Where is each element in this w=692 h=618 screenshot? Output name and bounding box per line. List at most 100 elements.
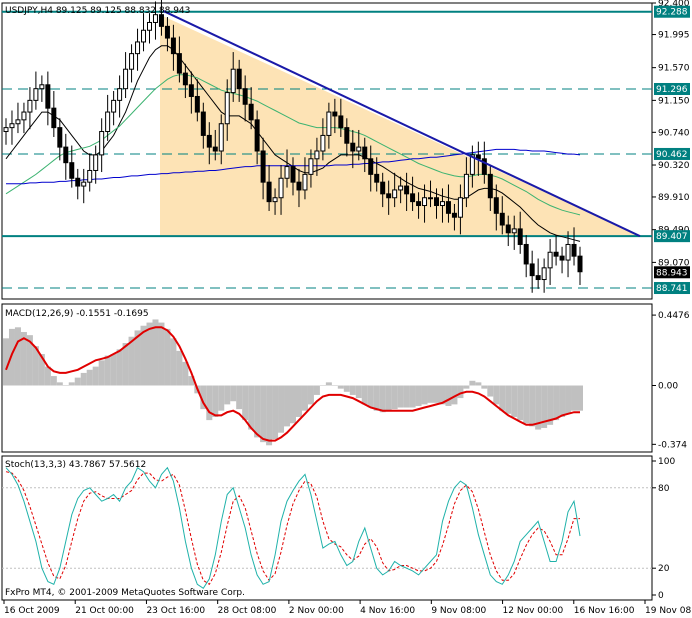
macd-bar	[170, 338, 177, 386]
time-axis: 16 Oct 2009 21 Oct 00:00 23 Oct 16:00 28 Oc…	[3, 600, 692, 616]
price-label-level_88741: 88.741	[656, 284, 688, 294]
time-tick-label: 19 Nov 08:00	[645, 606, 692, 616]
price-label-box	[654, 266, 690, 279]
candle	[176, 36, 182, 83]
candle	[81, 168, 87, 204]
candle	[164, 17, 170, 52]
candle	[571, 227, 577, 266]
candle-body-up	[218, 123, 224, 152]
candle-body-down	[75, 177, 81, 187]
candle	[158, 0, 164, 36]
macd-bar	[122, 343, 129, 386]
macd-bar	[379, 385, 386, 413]
candle	[15, 102, 21, 134]
candle-body-down	[254, 119, 260, 152]
candle	[404, 172, 410, 211]
candle-body-down	[260, 150, 266, 183]
candle-body-down	[200, 111, 206, 136]
candle	[242, 75, 248, 122]
price-label-box	[654, 82, 690, 95]
macd-bar	[20, 332, 27, 386]
price-axis: 92.400 91.995 91.570 91.150 90.740 90.320 89.9…	[652, 0, 690, 295]
macd-bar	[8, 328, 15, 386]
price-tick-label: 90.740	[658, 128, 690, 138]
candle	[511, 215, 517, 250]
macd-bar	[415, 385, 422, 406]
macd-bar	[242, 385, 249, 421]
candle-body-down	[344, 127, 350, 144]
candle	[577, 246, 583, 285]
macd-bar	[301, 385, 308, 411]
candle-body-up	[123, 68, 129, 90]
candle	[499, 196, 505, 235]
macd-histogram	[3, 319, 583, 446]
candle-body-down	[517, 228, 523, 245]
macd-bar	[266, 385, 273, 446]
time-tick-label: 2 Nov 00:00	[289, 606, 344, 616]
candle	[314, 137, 320, 176]
candle-body-up	[21, 111, 27, 121]
macd-bar	[110, 354, 117, 386]
candle	[129, 44, 135, 83]
candle	[45, 71, 51, 126]
candle	[123, 52, 129, 99]
macd-bar	[182, 361, 189, 386]
price-panel: USDJPY,H4 89.125 89.125 88.832 88.943	[1, 0, 653, 300]
candle	[422, 184, 428, 223]
candle-body-down	[553, 251, 559, 257]
candle-body-up	[141, 29, 147, 43]
macd-bar	[92, 366, 99, 386]
macd-bar	[212, 385, 219, 417]
candle	[266, 165, 272, 211]
candle-body-down	[57, 127, 63, 148]
candlestick-series	[3, 0, 583, 293]
candle	[182, 63, 188, 99]
candle	[57, 118, 63, 161]
macd-bar	[385, 385, 392, 411]
candle	[380, 172, 386, 208]
candle-body-down	[266, 181, 272, 203]
macd-bar	[517, 385, 524, 421]
candle	[188, 71, 194, 114]
price-tick-label: 92.400	[658, 0, 690, 9]
macd-bar	[511, 385, 518, 417]
macd-bar	[355, 385, 362, 399]
macd-bar	[565, 385, 572, 414]
candle	[33, 71, 39, 110]
macd-bar	[26, 335, 33, 386]
candle	[21, 102, 27, 134]
candle-body-up	[9, 123, 15, 129]
macd-bar	[487, 385, 494, 397]
candle-body-down	[445, 201, 451, 214]
macd-header: MACD(12,26,9) -0.1551 -0.1695	[5, 309, 149, 319]
candle	[99, 118, 105, 173]
candle-body-down	[248, 103, 254, 121]
candle-body-up	[129, 53, 135, 70]
candle	[212, 129, 218, 161]
candle-body-up	[152, 14, 158, 23]
candle-body-down	[45, 84, 51, 109]
macd-bar	[86, 369, 93, 386]
candle-body-down	[194, 95, 200, 113]
macd-signal-line	[5, 326, 580, 442]
candle	[87, 153, 93, 192]
macd-bar	[68, 382, 75, 386]
macd-bar	[146, 322, 153, 386]
macd-tick-label: 0.00	[658, 382, 678, 392]
candle-body-up	[15, 119, 21, 125]
candle	[439, 188, 445, 223]
price-label-resistance_top: 92.288	[656, 8, 688, 18]
candle	[27, 87, 33, 130]
candle	[565, 231, 571, 278]
candle	[445, 184, 451, 223]
macd-bar	[307, 385, 314, 405]
candle	[236, 59, 242, 102]
macd-bar	[373, 385, 380, 411]
candle	[3, 118, 9, 145]
candle-body-down	[338, 115, 344, 129]
descending-trendline	[162, 9, 641, 238]
candle	[368, 145, 374, 192]
candle-body-up	[302, 173, 308, 191]
candle-body-up	[135, 41, 141, 55]
candle	[523, 235, 529, 278]
